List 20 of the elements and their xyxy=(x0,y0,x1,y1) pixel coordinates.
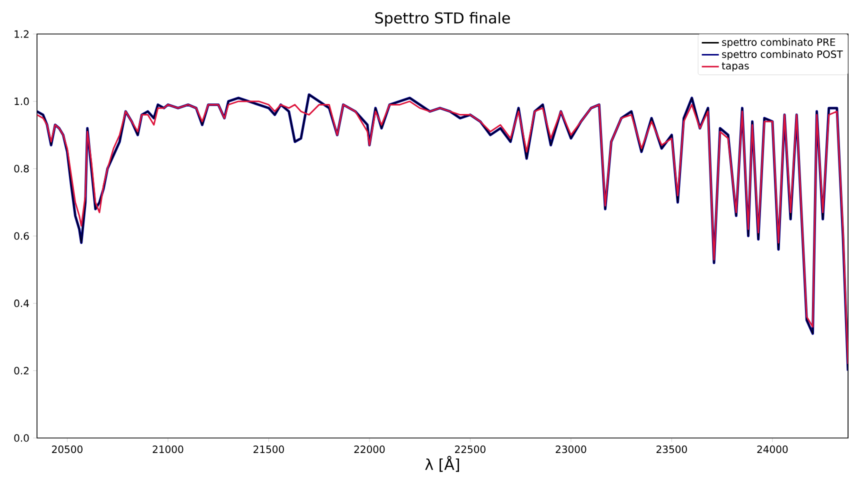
x-tick-label: 24000 xyxy=(757,446,788,454)
x-tick-label: 23500 xyxy=(656,446,687,454)
y-tick-label: 0.0 xyxy=(14,434,29,442)
x-tick-label: 22000 xyxy=(354,446,385,454)
x-tick-label: 20500 xyxy=(52,446,82,454)
x-tick-label: 21500 xyxy=(254,446,284,454)
x-tick-label: 21000 xyxy=(152,446,184,454)
legend-label: spettro combinato PRE xyxy=(722,38,836,48)
legend-label: tapas xyxy=(722,62,749,72)
y-tick-label: 1.2 xyxy=(14,30,28,38)
chart-title: Spettro STD finale xyxy=(375,12,510,27)
legend-label: spettro combinato POST xyxy=(722,50,843,60)
y-tick-label: 1.0 xyxy=(14,98,29,106)
y-tick-label: 0.8 xyxy=(14,164,29,172)
x-axis-title: λ [Å] xyxy=(425,456,460,472)
x-tick-label: 23000 xyxy=(556,446,586,454)
y-tick-label: 0.2 xyxy=(14,366,28,374)
y-tick-label: 0.6 xyxy=(14,232,29,240)
y-tick-label: 0.4 xyxy=(14,300,29,308)
x-tick-label: 22500 xyxy=(455,446,486,454)
